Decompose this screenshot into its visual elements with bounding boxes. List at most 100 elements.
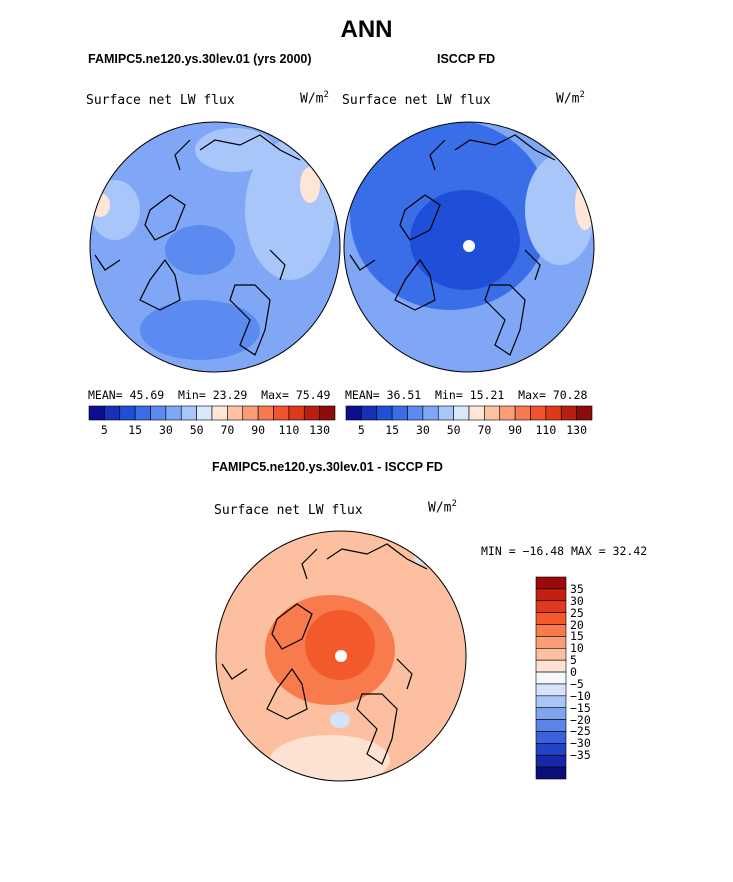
panel1-colorbar-swatch <box>319 405 336 421</box>
panel2-units-base: W/m <box>556 91 580 107</box>
panel1-plot-title: Surface net LW flux <box>86 93 235 108</box>
diff-colorbar-tick-label: −30 <box>570 736 591 751</box>
diff-colorbar-tick-label: −35 <box>570 748 591 763</box>
panel2-colorbar-swatch <box>468 405 485 421</box>
diff-colorbar-tick-label: 0 <box>570 665 577 680</box>
panel2-colorbar-swatch <box>560 405 577 421</box>
diff-minmax: MIN = −16.48 MAX = 32.42 <box>481 544 648 558</box>
panel1-mean-label: MEAN= <box>88 388 123 402</box>
panel1-colorbar-swatch <box>119 405 136 421</box>
diff-colorbar-swatch <box>535 588 567 602</box>
panel2-pole-hole <box>463 240 475 252</box>
panel2-max-value: 70.28 <box>552 388 588 402</box>
diff-colorbar-swatch <box>535 600 567 613</box>
panel1-colorbar-swatch <box>104 405 121 421</box>
panel2-colorbar-tick-label: 110 <box>535 423 557 437</box>
panel2-colorbar-swatch <box>453 405 470 421</box>
panel1-fields <box>90 122 340 372</box>
panel1-colorbar-swatch <box>227 405 244 421</box>
panel2-plot-title: Surface net LW flux <box>342 93 491 108</box>
panel2-case-title: ISCCP FD <box>437 52 496 66</box>
panel2-units-exp: 2 <box>579 90 585 100</box>
diff-colorbar-tick-label: −15 <box>570 700 591 715</box>
diff-plot-title: Surface net LW flux <box>214 503 363 518</box>
diff-colorbar <box>535 576 567 780</box>
panel1-coastline-a <box>94 134 301 356</box>
panel1-colorbar-swatch <box>150 405 167 421</box>
panel1-colorbar-swatch <box>273 405 290 421</box>
panel2-colorbar-tick-label: 90 <box>508 423 523 437</box>
panel2-min-value: 15.21 <box>469 388 505 402</box>
panel1-colorbar-tick-label: 70 <box>220 423 235 437</box>
panel2-field-core <box>410 190 520 290</box>
panel2-colorbar-tick-label: 15 <box>385 423 400 437</box>
panel1-colorbar-swatch <box>196 405 213 421</box>
diff-units-base: W/m <box>428 500 452 516</box>
panel2-colorbar-swatch <box>530 405 547 421</box>
panel1-colorbar-tick-label: 30 <box>158 423 173 437</box>
panel2-colorbar-tick-label: 130 <box>566 423 588 437</box>
diff-colorbar-swatch <box>535 743 567 756</box>
panel2-colorbar-swatch <box>499 405 516 421</box>
panel1-field-light-n <box>195 128 275 172</box>
panel2-colorbar-swatch <box>484 405 501 421</box>
diff-map <box>215 530 467 782</box>
panel2-coastline-a <box>349 134 556 356</box>
diff-colorbar-tick-label: 25 <box>570 605 584 620</box>
diff-coastline-a <box>221 543 428 765</box>
panel1-colorbar-swatch <box>242 405 259 421</box>
panel1-colorbar-swatch <box>180 405 197 421</box>
diff-colorbar-swatch <box>535 695 567 709</box>
panel1-colorbar-swatch <box>257 405 274 421</box>
panel2-colorbar-tick-label: 70 <box>477 423 492 437</box>
panel2-colorbar-swatch <box>345 405 362 421</box>
panel1-colorbar-tick-label: 130 <box>309 423 331 437</box>
panel1-colorbar-tick-label: 5 <box>100 423 108 437</box>
panel1-colorbar <box>88 405 336 421</box>
panel2-colorbar-tick-label: 30 <box>415 423 430 437</box>
panel1-field-mid-c <box>165 225 235 275</box>
diff-colorbar-tick-label: 10 <box>570 641 584 656</box>
diff-colorbar-tick-label: 30 <box>570 593 584 608</box>
panel2-colorbar-swatch <box>391 405 408 421</box>
panel1-max-label: Max= <box>261 388 289 402</box>
diff-colorbar-swatch <box>535 766 567 780</box>
panel1-map <box>89 121 341 373</box>
panel1-colorbar-tick-label: 15 <box>128 423 143 437</box>
diff-colorbar-swatch <box>535 707 567 720</box>
panel1-colorbar-tick-label: 110 <box>278 423 300 437</box>
diff-field-blue-b <box>414 552 430 564</box>
panel1-field-mid-s <box>140 300 260 360</box>
diff-colorbar-swatch <box>535 636 567 649</box>
diff-field-blue-a <box>330 712 350 728</box>
panel1-case-title: FAMIPC5.ne120.ys.30lev.01 (yrs 2000) <box>88 52 312 66</box>
panel2-min-label: Min= <box>435 388 463 402</box>
diff-colorbar-tick-label: 15 <box>570 629 584 644</box>
diff-colorbar-swatch <box>535 719 567 732</box>
panel2-map <box>343 121 595 373</box>
diff-colorbar-swatch <box>535 624 567 637</box>
panel2-stats: MEAN= 36.51 Min= 15.21 Max= 70.28 <box>345 388 587 402</box>
diff-colorbar-swatch <box>535 731 567 744</box>
panel1-colorbar-tick-label: 50 <box>189 423 204 437</box>
diff-colorbar-tick-label: −25 <box>570 724 591 739</box>
diff-colorbar-swatch <box>535 647 567 661</box>
panel1-map-border <box>89 121 341 373</box>
panel1-mean-value: 45.69 <box>129 388 165 402</box>
diff-colorbar-swatch <box>535 576 567 590</box>
panel1-min-value: 23.29 <box>212 388 248 402</box>
figure-title: ANN <box>340 16 393 43</box>
diff-colorbar-tick-label: −10 <box>570 688 591 703</box>
panel2-mean-label: MEAN= <box>345 388 380 402</box>
panel1-field-peach <box>300 167 320 203</box>
diff-colorbar-tick-label: −5 <box>570 676 584 691</box>
panel2-colorbar-swatch <box>376 405 393 421</box>
panel1-colorbar-swatch <box>211 405 228 421</box>
panel1-units: W/m2 <box>300 90 329 106</box>
panel1-colorbar-swatch <box>165 405 182 421</box>
panel1-min-label: Min= <box>178 388 206 402</box>
panel2-colorbar-tick-label: 50 <box>446 423 461 437</box>
panel1-units-base: W/m <box>300 91 324 107</box>
diff-colorbar-swatch <box>535 671 567 685</box>
diff-pole-hole <box>335 650 347 662</box>
